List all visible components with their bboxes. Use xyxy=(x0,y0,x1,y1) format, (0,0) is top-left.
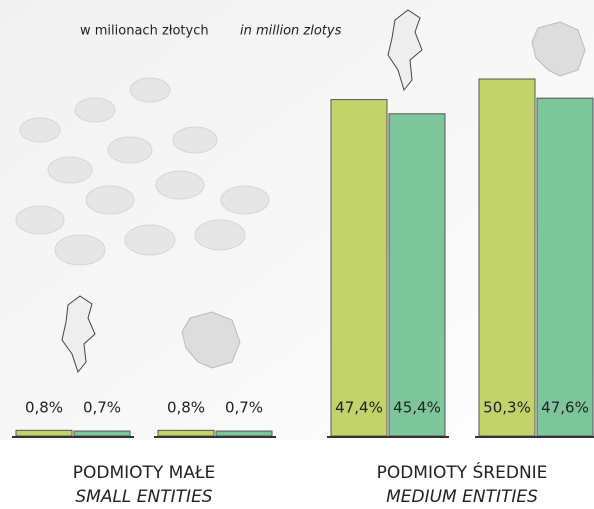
value-label: 47,6% xyxy=(541,399,589,417)
value-label: 0,7% xyxy=(225,399,263,417)
bar xyxy=(388,113,446,437)
bar xyxy=(536,97,594,437)
bar xyxy=(215,430,273,437)
region-map-icon xyxy=(61,295,96,374)
country-map-icon xyxy=(181,311,241,369)
group-label: PODMIOTY MAŁE xyxy=(73,463,216,483)
value-label: 50,3% xyxy=(483,399,531,417)
value-label: 0,8% xyxy=(25,399,63,417)
subtitle: w milionach złotych xyxy=(80,24,209,39)
group-label-en: SMALL ENTITIES xyxy=(75,487,212,507)
value-label: 0,7% xyxy=(83,399,121,417)
bar xyxy=(15,429,73,437)
value-label: 47,4% xyxy=(335,399,383,417)
value-label: 0,8% xyxy=(167,399,205,417)
country-map-icon xyxy=(531,21,586,77)
value-label: 45,4% xyxy=(393,399,441,417)
calculator-decoration xyxy=(15,77,270,266)
group-label: PODMIOTY ŚREDNIE xyxy=(377,461,548,483)
bar xyxy=(478,78,536,437)
group-label-en: MEDIUM ENTITIES xyxy=(386,487,538,507)
subtitle-en: in million zlotys xyxy=(240,24,342,39)
bar xyxy=(157,429,215,437)
bar xyxy=(73,430,131,437)
bar xyxy=(330,99,388,437)
region-map-icon xyxy=(387,9,423,92)
